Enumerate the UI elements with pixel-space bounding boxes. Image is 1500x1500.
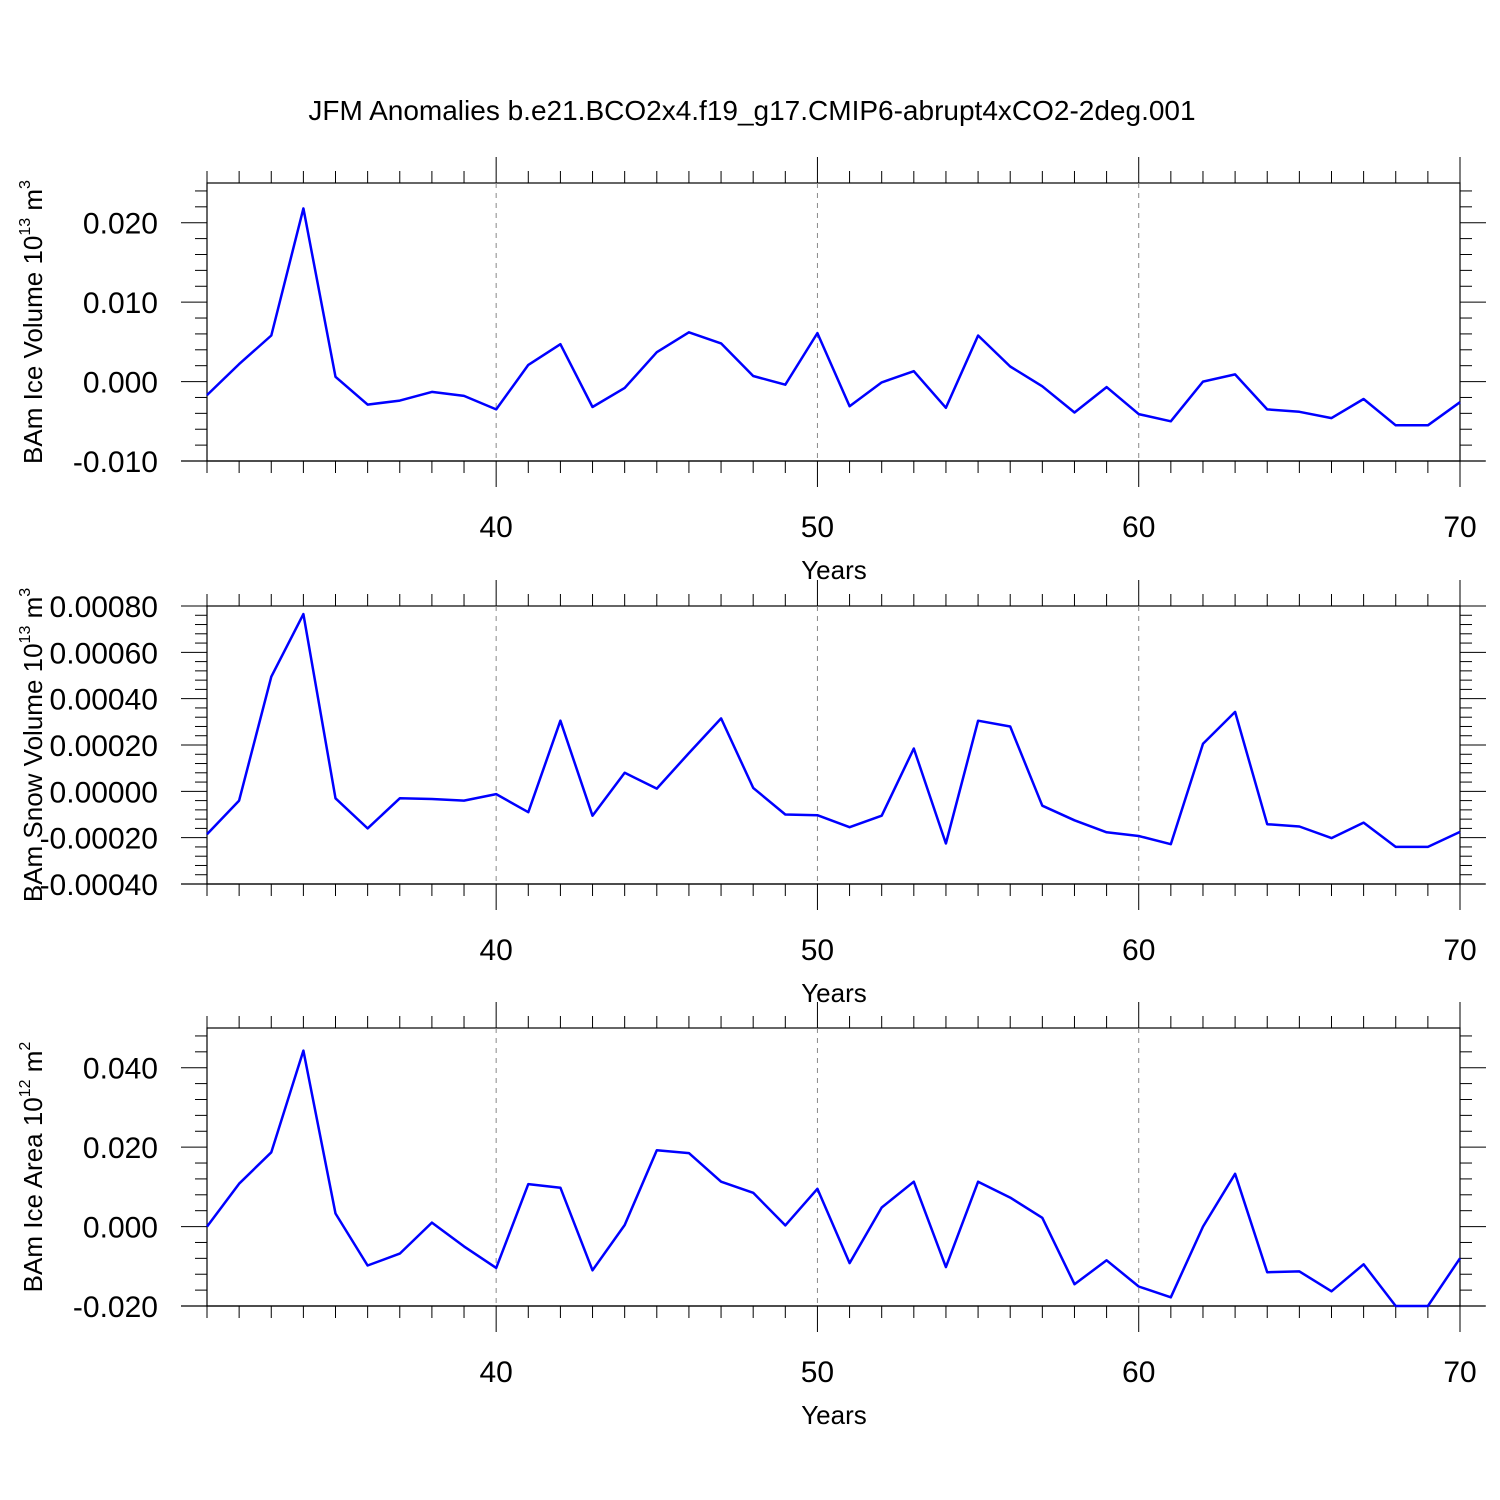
y-tick-label: 0.020	[83, 208, 158, 241]
y-tick-label: 0.00000	[50, 776, 158, 809]
x-tick-label: 50	[801, 934, 834, 967]
x-tick-label: 50	[801, 1356, 834, 1389]
y-axis-title: BAm Snow Volume 1013 m3	[17, 588, 48, 902]
x-axis-title: Years	[801, 555, 867, 585]
y-axis-title: BAm Ice Volume 1013 m3	[17, 180, 48, 464]
y-tick-label: 0.040	[83, 1053, 158, 1086]
y-tick-label: -0.020	[73, 1291, 158, 1324]
y-tick-label: 0.000	[83, 1212, 158, 1245]
y-tick-label: 0.00020	[50, 730, 158, 763]
plot-frame	[206, 605, 1461, 885]
data-line	[206, 612, 1461, 849]
y-tick-label: 0.020	[83, 1132, 158, 1165]
x-tick-label: 40	[479, 934, 512, 967]
y-tick-label: 0.00040	[50, 684, 158, 717]
x-tick-label: 70	[1443, 511, 1476, 544]
plot-frame	[206, 182, 1461, 462]
panel-ice-area: 40 50 60 70 Years -0.020 0.000 0.020 0.040 BAm Ic…	[17, 1002, 1486, 1430]
x-axis-title: Years	[801, 1400, 867, 1430]
x-tick-label: 70	[1443, 934, 1476, 967]
panel-ice-volume: 40 50 60 70 Years -0.010 0.000 0.010 0.020 BAm Ic…	[17, 157, 1486, 585]
data-line	[205, 1049, 1462, 1308]
y-axis-title: BAm Ice Area 1012 m2	[17, 1042, 48, 1293]
y-tick-label: 0.010	[83, 287, 158, 320]
x-axis-title: Years	[801, 978, 867, 1008]
data-line	[206, 207, 1461, 427]
x-tick-label: 40	[479, 511, 512, 544]
plot-frame	[206, 1027, 1461, 1307]
x-tick-label: 70	[1443, 1356, 1476, 1389]
y-tick-label: -0.010	[73, 446, 158, 479]
y-tick-label: 0.00060	[50, 637, 158, 670]
x-tick-label: 60	[1122, 511, 1155, 544]
y-tick-label: -0.00040	[40, 869, 158, 902]
x-tick-label: 50	[801, 511, 834, 544]
y-tick-label: 0.000	[83, 367, 158, 400]
panel-snow-volume: 40 50 60 70 Years -0.00040 -0.00020 0.00000 0.00…	[17, 580, 1486, 1008]
figure-title: JFM Anomalies b.e21.BCO2x4.f19_g17.CMIP6…	[308, 95, 1195, 126]
y-tick-label: -0.00020	[40, 823, 158, 856]
x-tick-label: 60	[1122, 934, 1155, 967]
y-tick-label: 0.00080	[50, 591, 158, 624]
x-tick-label: 60	[1122, 1356, 1155, 1389]
x-tick-label: 40	[479, 1356, 512, 1389]
